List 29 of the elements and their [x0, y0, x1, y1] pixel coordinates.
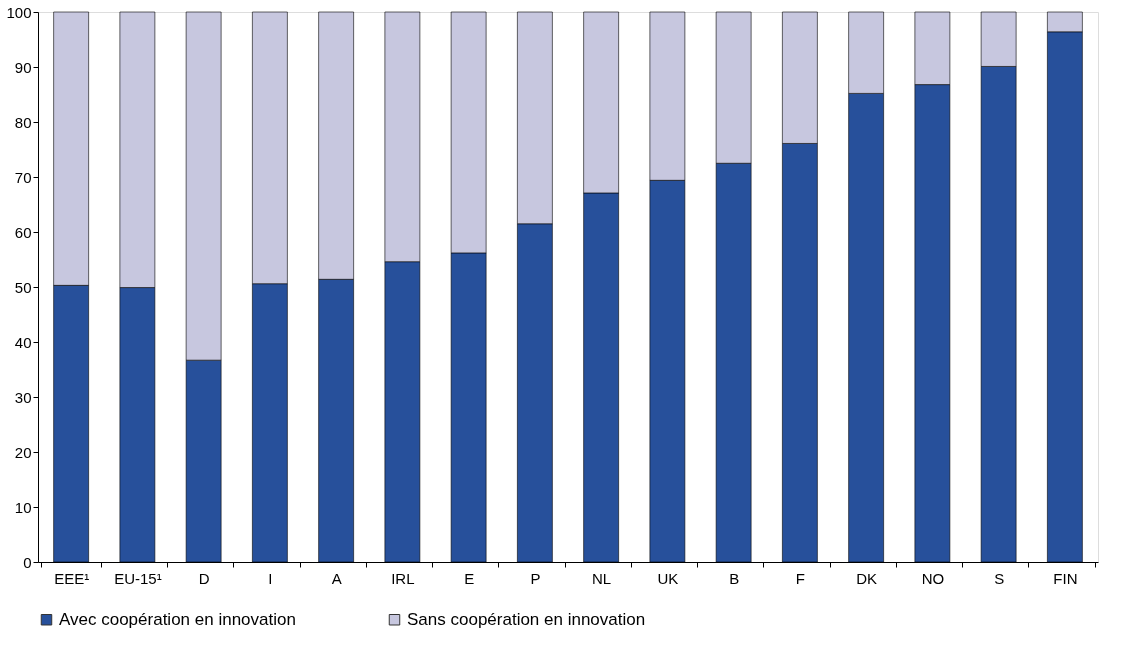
y-tick-label: 100 — [6, 3, 32, 21]
x-tick-label: DK — [856, 569, 878, 587]
y-tick-label: 80 — [14, 113, 32, 131]
x-tick-label: P — [530, 569, 541, 587]
x-tick-label: FIN — [1053, 569, 1078, 587]
y-tick-label: 30 — [14, 388, 32, 406]
y-tick-label: 0 — [23, 553, 32, 571]
x-tick-label: EEE¹ — [54, 569, 90, 587]
y-tick-label: 70 — [14, 168, 32, 186]
y-tick-label: 20 — [14, 443, 32, 461]
y-tick-label: 10 — [14, 498, 32, 516]
legend-label: Avec coopération en innovation — [59, 609, 296, 629]
x-tick-label: F — [795, 569, 805, 587]
x-tick-label: IRL — [391, 569, 415, 587]
x-tick-label: UK — [657, 569, 679, 587]
legend-label: Sans coopération en innovation — [407, 609, 646, 629]
x-tick-label: A — [331, 569, 342, 587]
y-tick-label: 90 — [14, 58, 32, 76]
y-tick-label: 60 — [14, 223, 32, 241]
x-tick-label: EU-15¹ — [114, 569, 162, 587]
x-tick-label: B — [729, 569, 740, 587]
y-tick-label: 50 — [14, 278, 32, 296]
x-tick-label: NL — [592, 569, 612, 587]
y-tick-label: 40 — [14, 333, 32, 351]
x-tick-label: NO — [921, 569, 945, 587]
x-tick-label: E — [464, 569, 475, 587]
x-tick-label: I — [268, 569, 273, 587]
x-tick-label: S — [994, 569, 1005, 587]
x-tick-label: D — [198, 569, 210, 587]
